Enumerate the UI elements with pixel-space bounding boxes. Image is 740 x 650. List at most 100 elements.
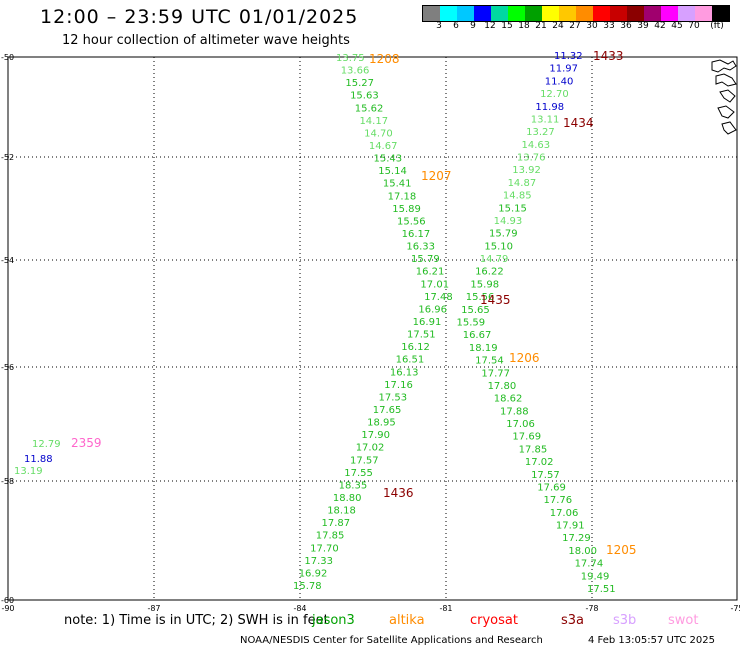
swh-value-label: 16.12 — [401, 342, 430, 353]
swh-value-label: 17.88 — [500, 406, 529, 417]
swh-value-label: 11.88 — [24, 454, 53, 465]
swh-value-label: 17.55 — [344, 468, 373, 479]
swh-value-label: 14.79 — [480, 254, 509, 265]
legend-item-altika: altika — [389, 613, 425, 628]
longitude-label: -87 — [147, 604, 160, 613]
swh-value-label: 14.67 — [369, 141, 398, 152]
swh-value-label: 17.57 — [531, 470, 560, 481]
swh-value-label: 16.17 — [402, 229, 431, 240]
swh-value-label: 15.98 — [470, 279, 499, 290]
swh-value-label: 13.11 — [531, 114, 560, 125]
colorbar-label: 45 — [671, 21, 683, 31]
swh-value-label: 16.96 — [418, 304, 447, 315]
swh-value-label: 17.74 — [575, 559, 604, 570]
swh-value-label: 15.14 — [378, 166, 407, 177]
swh-value-label: 17.02 — [525, 457, 554, 468]
swh-value-label: 15.62 — [355, 103, 384, 114]
swh-value-label: 17.90 — [361, 430, 390, 441]
swh-value-label: 17.02 — [356, 443, 385, 454]
colorbar-swatch — [508, 6, 525, 21]
swh-value-label: 15.78 — [293, 581, 322, 592]
swh-value-label: 12.70 — [540, 89, 569, 100]
coastline — [721, 121, 737, 135]
swh-value-label: 17.69 — [512, 432, 541, 443]
swh-value-label: 17.51 — [587, 584, 616, 595]
swh-value-label: 15.79 — [489, 229, 518, 240]
swh-value-label: 16.21 — [416, 267, 445, 278]
coastline — [717, 105, 735, 119]
swh-value-label: 14.17 — [359, 116, 388, 127]
swh-value-label: 17.65 — [373, 405, 402, 416]
swh-value-label: 17.51 — [407, 330, 436, 341]
swh-value-label: 11.98 — [535, 102, 564, 113]
swh-value-label: 17.57 — [350, 455, 379, 466]
swh-value-label: 16.92 — [299, 568, 328, 579]
pass-time-label: 1434 — [563, 116, 594, 130]
swh-value-label: 13.92 — [512, 165, 541, 176]
colorbar-label: 21 — [535, 21, 547, 31]
swh-value-label: 17.80 — [488, 381, 517, 392]
swh-value-label: 11.97 — [549, 64, 578, 75]
swh-value-label: 14.70 — [364, 128, 393, 139]
colorbar-swatch — [542, 6, 559, 21]
latitude-label: -54 — [1, 256, 14, 265]
colorbar-swatch — [610, 6, 627, 21]
swh-value-label: 17.87 — [321, 518, 350, 529]
pass-time-label: 2359 — [71, 436, 102, 450]
swh-value-label: 19.49 — [581, 571, 610, 582]
swh-value-label: 17.18 — [388, 191, 417, 202]
colorbar-swatch — [491, 6, 508, 21]
pass-time-label: 1206 — [509, 351, 540, 365]
generation-timestamp: 4 Feb 13:05:57 UTC 2025 — [588, 635, 715, 646]
latitude-label: -52 — [1, 153, 14, 162]
swh-value-label: 15.10 — [484, 241, 513, 252]
colorbar-swatch — [593, 6, 610, 21]
legend-item-cryosat: cryosat — [470, 613, 518, 628]
legend-item-s3b: s3b — [613, 613, 637, 628]
swh-value-label: 17.01 — [420, 279, 449, 290]
swh-value-label: 12.79 — [32, 439, 61, 450]
swh-value-label: 13.75 — [336, 53, 365, 64]
swh-value-label: 15.56 — [397, 216, 426, 227]
swh-value-label: 15.89 — [392, 204, 421, 215]
colorbar-swatch — [678, 6, 695, 21]
pass-time-label: 1205 — [606, 543, 637, 557]
swh-value-label: 15.41 — [383, 179, 412, 190]
swh-value-label: 14.93 — [494, 216, 523, 227]
swh-value-label: 15.56 — [466, 292, 495, 303]
map-title: 12:00 – 23:59 UTC 01/01/2025 — [40, 6, 359, 28]
colorbar-label: 39 — [637, 21, 649, 31]
swh-value-label: 17.76 — [544, 495, 573, 506]
swh-value-label: 17.54 — [475, 356, 504, 367]
colorbar-swatch — [474, 6, 491, 21]
swh-value-label: 17.29 — [562, 533, 591, 544]
colorbar-swatch — [712, 6, 729, 21]
colorbar-swatch — [559, 6, 576, 21]
colorbar-label: 15 — [501, 21, 513, 31]
colorbar-label: 12 — [484, 21, 496, 31]
colorbar-swatch — [525, 6, 542, 21]
legend-item-jason3: jason3 — [312, 613, 355, 628]
swh-value-label: 13.27 — [526, 127, 555, 138]
coastline — [719, 89, 736, 103]
colorbar-label: 24 — [552, 21, 564, 31]
pass-time-label: 1436 — [383, 486, 414, 500]
swh-value-label: 14.63 — [522, 140, 551, 151]
latitude-label: -60 — [1, 596, 14, 605]
longitude-label: -84 — [293, 604, 306, 613]
colorbar-swatch — [695, 6, 712, 21]
colorbar-swatch — [644, 6, 661, 21]
swh-value-label: 16.13 — [390, 367, 419, 378]
colorbar-label: 42 — [654, 21, 666, 31]
swh-value-label: 17.77 — [481, 368, 510, 379]
swh-value-label: 15.27 — [345, 78, 374, 89]
colorbar-label: 3 — [436, 21, 442, 31]
pass-time-label: 1433 — [593, 49, 624, 63]
swh-value-label: 18.18 — [327, 506, 356, 517]
swh-value-label: 18.62 — [494, 394, 523, 405]
swh-value-label: 15.65 — [461, 305, 490, 316]
colorbar-label: 27 — [569, 21, 581, 31]
latitude-label: -58 — [1, 477, 14, 486]
longitude-label: -78 — [585, 604, 598, 613]
